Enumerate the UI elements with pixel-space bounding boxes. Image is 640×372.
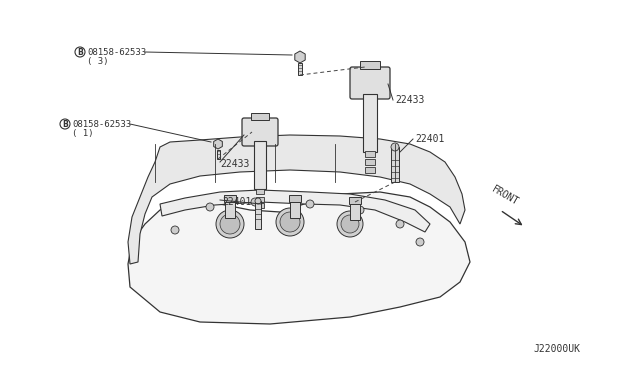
- Circle shape: [306, 200, 314, 208]
- Bar: [256, 189, 264, 194]
- Text: 22433: 22433: [395, 95, 424, 105]
- Bar: [224, 195, 236, 202]
- Bar: [349, 197, 361, 204]
- Bar: [256, 197, 264, 202]
- Text: B: B: [62, 119, 68, 128]
- Text: B: B: [77, 48, 83, 57]
- Bar: [350, 202, 360, 220]
- Bar: [225, 200, 235, 218]
- Text: FRONT: FRONT: [490, 184, 520, 207]
- Bar: [290, 200, 300, 218]
- Bar: [254, 141, 266, 189]
- FancyBboxPatch shape: [242, 118, 278, 146]
- Polygon shape: [214, 139, 222, 149]
- Polygon shape: [160, 190, 430, 232]
- Circle shape: [220, 214, 240, 234]
- Circle shape: [337, 211, 363, 237]
- Circle shape: [280, 212, 300, 232]
- Circle shape: [255, 198, 261, 204]
- Text: 22401: 22401: [222, 197, 252, 207]
- Bar: [391, 147, 399, 182]
- Bar: [365, 159, 375, 165]
- Bar: [255, 201, 261, 229]
- Bar: [251, 113, 269, 120]
- Circle shape: [216, 210, 244, 238]
- FancyBboxPatch shape: [350, 67, 390, 99]
- Text: 22433: 22433: [220, 159, 250, 169]
- Bar: [360, 61, 380, 69]
- Circle shape: [396, 220, 404, 228]
- Circle shape: [341, 215, 359, 233]
- Circle shape: [391, 143, 399, 151]
- Bar: [363, 94, 377, 152]
- Polygon shape: [295, 51, 305, 63]
- Circle shape: [416, 238, 424, 246]
- Text: 08158-62533: 08158-62533: [87, 48, 146, 57]
- Circle shape: [356, 206, 364, 214]
- Circle shape: [171, 226, 179, 234]
- Circle shape: [206, 203, 214, 211]
- Text: 08158-62533: 08158-62533: [72, 119, 131, 128]
- Bar: [365, 151, 375, 157]
- Polygon shape: [128, 135, 465, 264]
- Bar: [298, 63, 302, 75]
- Bar: [256, 203, 264, 208]
- Text: J22000UK: J22000UK: [533, 344, 580, 354]
- Bar: [365, 167, 375, 173]
- Text: 22401: 22401: [415, 134, 444, 144]
- Polygon shape: [128, 192, 470, 324]
- Text: ( 3): ( 3): [87, 57, 109, 65]
- Bar: [289, 195, 301, 202]
- Circle shape: [276, 208, 304, 236]
- Bar: [216, 150, 220, 159]
- Text: ( 1): ( 1): [72, 128, 93, 138]
- Circle shape: [251, 198, 259, 206]
